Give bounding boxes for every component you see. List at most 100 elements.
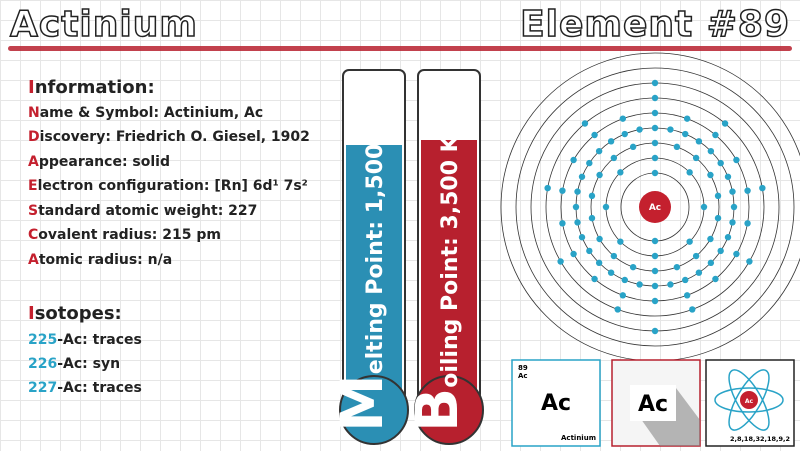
- electron: [667, 126, 674, 133]
- isotope-text: -Ac: traces: [57, 332, 142, 348]
- electron: [707, 259, 715, 267]
- model-tile-nucleus-label: Ac: [745, 398, 754, 405]
- info-value: solid: [132, 153, 170, 170]
- orbit: [515, 67, 795, 347]
- isotopes: Isotopes: 225-Ac: traces 226-Ac: syn 227-A…: [28, 302, 142, 400]
- electron: [673, 143, 681, 151]
- electron: [607, 138, 615, 145]
- isotope-text: -Ac: syn: [57, 356, 121, 372]
- electron: [610, 154, 618, 162]
- info-value: 215 pm: [162, 227, 221, 243]
- electron: [707, 235, 714, 243]
- electron: [574, 219, 581, 226]
- tile-symbol: Ac: [541, 391, 571, 416]
- model-tile-orbits: [714, 369, 784, 431]
- info-value: Actinium, Ac: [163, 104, 264, 121]
- electron: [695, 269, 703, 276]
- isotope: 225-Ac: traces: [28, 328, 142, 352]
- electron: [591, 131, 598, 139]
- electron: [610, 252, 618, 260]
- electron: [724, 173, 732, 180]
- electron: [651, 139, 659, 147]
- isotope-mass: 226: [28, 356, 58, 372]
- electron: [595, 259, 603, 267]
- electron: [619, 115, 627, 122]
- bohr-model: Ac: [500, 52, 800, 362]
- electron: [574, 188, 581, 195]
- electron: [683, 292, 691, 299]
- electron: [559, 220, 566, 227]
- electron: [695, 138, 703, 145]
- electron: [617, 169, 624, 176]
- tile-small-symbol: Ac: [518, 372, 528, 380]
- electron: [667, 281, 674, 288]
- information: Information: Name & Symbol: Actinium, Ac…: [28, 76, 310, 272]
- isotope-text: -Ac: traces: [57, 380, 142, 396]
- electron: [744, 187, 751, 194]
- melting-thermometer: [339, 69, 409, 445]
- isotope-mass: 227: [28, 380, 58, 396]
- electron: [686, 238, 693, 245]
- boiling-label: Boiling Point: 3,500 K: [403, 134, 471, 432]
- electron: [651, 297, 659, 305]
- electron: [692, 252, 700, 260]
- electron-shell: [544, 94, 766, 313]
- info-line: Appearance: solid: [28, 150, 310, 175]
- info-value: Friedrich O. Giesel, 1902: [115, 129, 310, 145]
- electron: [717, 247, 724, 255]
- info-line: Atomic radius: n/a: [28, 248, 310, 273]
- melting-label: Melting Point: 1,500 K: [328, 118, 396, 432]
- electron: [682, 276, 689, 284]
- electron: [570, 156, 577, 164]
- electron: [621, 276, 628, 284]
- electron-shell: [602, 154, 708, 260]
- electron: [651, 109, 659, 117]
- electron: [746, 258, 753, 265]
- shadow-tile-symbol: Ac: [638, 392, 668, 417]
- info-value: 227: [228, 202, 258, 219]
- electron: [578, 173, 586, 180]
- electron: [733, 156, 740, 164]
- electron: [673, 263, 681, 271]
- electron-shell: [572, 124, 738, 290]
- electron: [712, 275, 719, 283]
- electron: [712, 131, 719, 139]
- nucleus: [639, 191, 671, 223]
- electron: [586, 247, 593, 255]
- electron: [724, 234, 732, 241]
- electron: [586, 159, 593, 167]
- tile: [511, 359, 601, 447]
- electron: [651, 282, 659, 290]
- boiling-thermometer: [414, 69, 484, 445]
- electron: [714, 214, 722, 222]
- electron: [729, 219, 736, 226]
- electron: [636, 281, 643, 288]
- electron: [707, 171, 714, 179]
- electron: [651, 237, 659, 245]
- electron: [629, 143, 637, 151]
- electron: [581, 120, 589, 127]
- electron: [636, 126, 643, 133]
- electron: [570, 250, 577, 258]
- electron: [707, 147, 715, 155]
- electron-shell: [588, 139, 722, 275]
- isotope-mass: 225: [28, 332, 58, 348]
- info-value: n/a: [147, 251, 173, 268]
- electron: [721, 120, 729, 127]
- nucleus-label: Ac: [649, 203, 661, 213]
- electron: [651, 124, 659, 132]
- electron: [651, 79, 659, 87]
- electron: [602, 203, 610, 211]
- info-line: Electron configuration: [Rn] 6d¹ 7s²: [28, 174, 310, 199]
- electron: [651, 169, 659, 177]
- element-label: Element #89: [519, 3, 790, 46]
- electron: [617, 238, 624, 245]
- electron: [651, 267, 659, 275]
- electron: [714, 192, 722, 200]
- electron: [619, 292, 627, 299]
- info-line: Name & Symbol: Actinium, Ac: [28, 101, 310, 126]
- info-line: Standard atomic weight: 227: [28, 199, 310, 224]
- isotope: 226-Ac: syn: [28, 352, 142, 376]
- electron: [700, 203, 708, 211]
